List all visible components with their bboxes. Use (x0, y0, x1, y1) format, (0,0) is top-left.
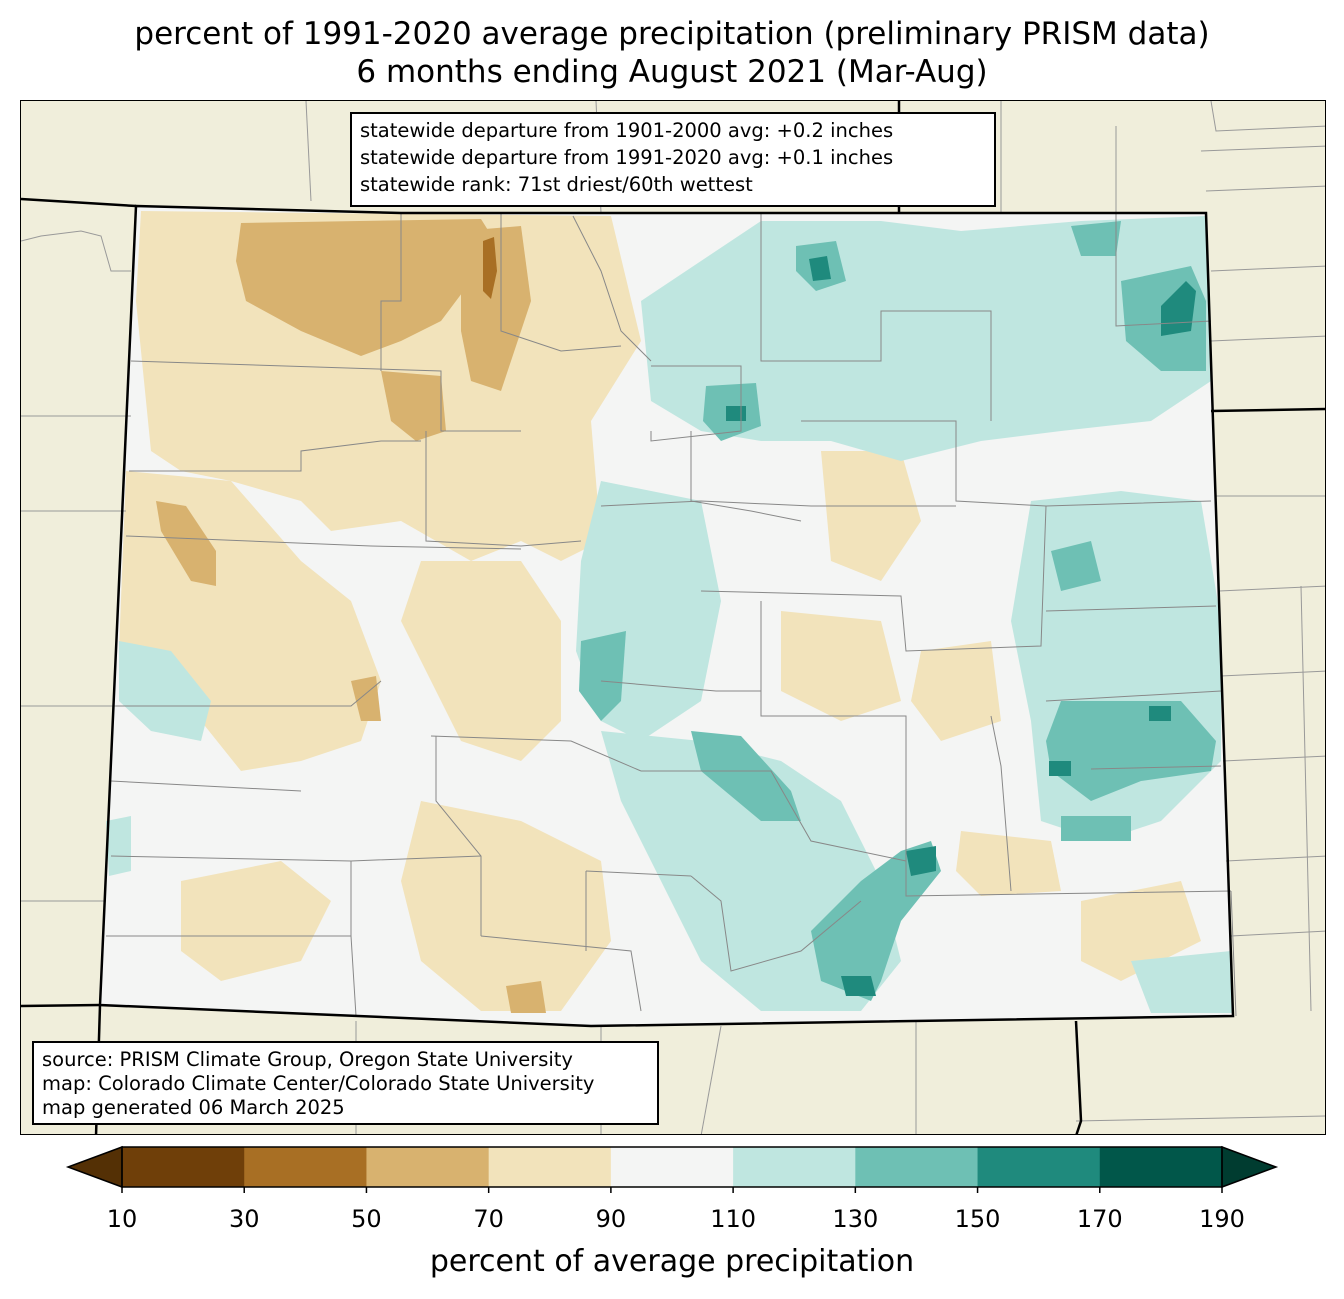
area-130-150-east-2 (1046, 701, 1216, 801)
area-150-170-east-2 (1049, 761, 1071, 776)
colorbar-segment (1099, 1147, 1223, 1187)
source-box: source: PRISM Climate Group, Oregon Stat… (32, 1041, 659, 1125)
area-70-90-southwest-2 (181, 861, 331, 981)
area-50-70-southwest (506, 981, 546, 1013)
colorbar-tick-label: 10 (106, 1205, 138, 1233)
colorbar-label: percent of average precipitation (429, 1244, 915, 1279)
area-70-90-eastcentral (821, 451, 921, 581)
area-130-150-east-3 (1061, 816, 1131, 841)
stats-line-3: statewide rank: 71st driest/60th wettest (360, 173, 753, 196)
colorbar-tick-label: 170 (1076, 1205, 1123, 1233)
precip-wet-areas (106, 216, 1233, 1013)
colorbar-segment (488, 1147, 612, 1187)
area-50-70-northwest (236, 219, 501, 356)
area-130-150-northeast-2 (1071, 221, 1121, 256)
area-30-50-north (483, 237, 497, 299)
area-130-150-central (579, 631, 626, 721)
area-50-70-north (461, 226, 531, 391)
colorbar-tick-label: 30 (228, 1205, 260, 1233)
colorbar-tick-label: 190 (1199, 1205, 1245, 1233)
colorbar-tick-label: 70 (473, 1205, 504, 1233)
area-130-150-southcentral (691, 731, 801, 821)
area-70-90-southeast-2 (1081, 881, 1201, 981)
stats-line-1: statewide departure from 1901-2000 avg: … (360, 119, 894, 142)
area-70-90-eastcentral-2 (781, 611, 901, 721)
area-50-70-northcentral (381, 371, 446, 441)
area-110-130-southeast (1131, 951, 1233, 1013)
source-line-1: source: PRISM Climate Group, Oregon Stat… (42, 1048, 573, 1071)
colorbar-segment (244, 1147, 367, 1187)
area-150-170-frontrange (726, 406, 746, 421)
area-70-90-central (401, 561, 561, 761)
county-boundaries (106, 213, 1237, 1017)
source-line-2: map: Colorado Climate Center/Colorado St… (42, 1072, 595, 1095)
colorbar-tick-label: 90 (595, 1205, 627, 1233)
colorbar-segment (733, 1147, 856, 1187)
map-title-line1: percent of 1991-2020 average precipitati… (134, 16, 1210, 52)
area-150-170-east (1149, 706, 1171, 721)
area-150-170-north (809, 256, 831, 281)
area-110-130-northeast (641, 216, 1211, 461)
stats-line-2: statewide departure from 1991-2020 avg: … (360, 146, 894, 169)
colorbar-tick-label: 110 (710, 1205, 757, 1233)
colorbar-under-arrow (65, 1145, 123, 1189)
colorbar-tick-label: 150 (954, 1205, 1001, 1233)
map-panel (20, 100, 1326, 1135)
neighbor-county-lines (21, 101, 1325, 1134)
colorbar-tick-label: 130 (832, 1205, 879, 1233)
source-line-3: map generated 06 March 2025 (42, 1096, 345, 1119)
colorbar-tick-label: 50 (351, 1205, 382, 1233)
colorbar-over-arrow (1221, 1145, 1279, 1189)
colorbar-segment (610, 1147, 734, 1187)
statewide-stats-box: statewide departure from 1901-2000 avg: … (350, 112, 996, 207)
colorbar-segment (855, 1147, 979, 1187)
colorbar-segment (977, 1147, 1101, 1187)
area-150-170-south (906, 846, 936, 876)
area-130-150-south (811, 841, 941, 1001)
area-70-90-southwest (401, 801, 611, 1011)
area-150-170-south-2 (841, 976, 876, 996)
area-70-90-east (911, 641, 1001, 741)
area-110-130-southwest (106, 816, 131, 876)
colorbar-segment (366, 1147, 490, 1187)
area-50-70-west (156, 501, 216, 586)
colorbar-segment (122, 1147, 245, 1187)
area-130-150-east (1051, 541, 1101, 591)
precipitation-map (21, 101, 1325, 1134)
colorbar-outline (121, 1146, 1223, 1188)
area-110-130-west (119, 641, 211, 741)
precip-dry-areas (119, 211, 1201, 1013)
map-title-line2: 6 months ending August 2021 (Mar-Aug) (356, 54, 988, 90)
colorbar (65, 1145, 1279, 1193)
